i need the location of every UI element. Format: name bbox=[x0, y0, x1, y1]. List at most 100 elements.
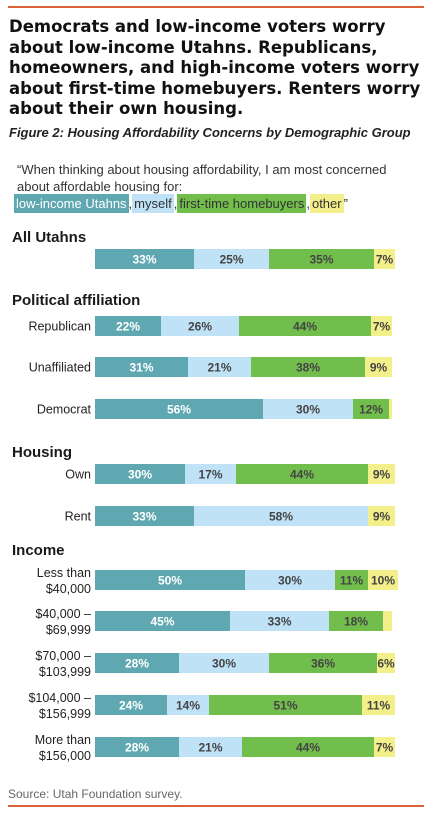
bar-segment bbox=[365, 357, 392, 377]
data-label: 50% bbox=[158, 574, 182, 588]
bar-segment bbox=[179, 653, 269, 673]
bar-segment bbox=[95, 653, 179, 673]
data-label: 33% bbox=[132, 253, 156, 267]
row-label: More than bbox=[35, 733, 91, 747]
bar-segment bbox=[194, 506, 368, 526]
row-label: Democrat bbox=[37, 403, 92, 417]
row-label: $156,999 bbox=[39, 707, 91, 721]
bar-segment bbox=[329, 611, 383, 631]
legend-item: first-time homebuyers bbox=[177, 194, 307, 213]
data-label: 14% bbox=[176, 699, 200, 713]
legend-item: other bbox=[309, 194, 344, 213]
bar-segment bbox=[245, 570, 335, 590]
bar-segment bbox=[353, 399, 389, 419]
data-label: 44% bbox=[296, 741, 320, 755]
bar-segment bbox=[389, 399, 392, 419]
bar-segment bbox=[95, 737, 179, 757]
bar-segment bbox=[209, 695, 362, 715]
bar-segment bbox=[374, 249, 395, 269]
data-label: 30% bbox=[128, 468, 152, 482]
data-label: 33% bbox=[267, 615, 291, 629]
row-label: $104,000 – bbox=[28, 691, 91, 705]
data-label: 12% bbox=[359, 403, 383, 417]
row-label: Less than bbox=[37, 566, 91, 580]
bar-segment bbox=[251, 357, 365, 377]
data-label: 17% bbox=[198, 468, 222, 482]
bar-segment bbox=[188, 357, 251, 377]
bar-segment bbox=[230, 611, 329, 631]
bar-segment bbox=[335, 570, 368, 590]
data-label: 11% bbox=[340, 574, 364, 588]
data-label: 21% bbox=[198, 741, 222, 755]
section-title: All Utahns bbox=[12, 229, 86, 246]
data-label: 35% bbox=[309, 253, 333, 267]
top-rule bbox=[8, 6, 424, 8]
row-label: $103,999 bbox=[39, 665, 91, 679]
data-label: 10% bbox=[371, 574, 395, 588]
data-label: 6% bbox=[377, 657, 395, 671]
data-label: 38% bbox=[296, 361, 320, 375]
bar-segment bbox=[95, 399, 263, 419]
data-label: 22% bbox=[116, 320, 140, 334]
data-label: 24% bbox=[119, 699, 143, 713]
data-label: 31% bbox=[129, 361, 153, 375]
row-label: $156,000 bbox=[39, 749, 91, 763]
data-label: 44% bbox=[293, 320, 317, 334]
data-label: 28% bbox=[125, 657, 149, 671]
bar-segment bbox=[179, 737, 242, 757]
data-label: 21% bbox=[207, 361, 231, 375]
section-title: Political affiliation bbox=[12, 292, 140, 309]
bar-segment bbox=[269, 653, 377, 673]
bar-segment bbox=[236, 464, 368, 484]
data-label: 9% bbox=[370, 361, 388, 375]
data-label: 7% bbox=[376, 741, 394, 755]
bar-segment bbox=[95, 249, 194, 269]
bar-segment bbox=[95, 506, 194, 526]
bar-segment bbox=[383, 611, 392, 631]
legend-item: low-income Utahns bbox=[14, 194, 129, 213]
data-label: 25% bbox=[219, 253, 243, 267]
data-label: 26% bbox=[188, 320, 212, 334]
data-label: 28% bbox=[125, 741, 149, 755]
figure-label: Figure 2: Housing Affordability Concerns… bbox=[9, 125, 411, 140]
bar-segment bbox=[269, 249, 374, 269]
bar-segment bbox=[185, 464, 236, 484]
bar-segment bbox=[362, 695, 395, 715]
bar-segment bbox=[95, 316, 161, 336]
bar-segment bbox=[161, 316, 239, 336]
source-note: Source: Utah Foundation survey. bbox=[8, 787, 183, 801]
row-label: Rent bbox=[65, 510, 92, 524]
legend: low-income Utahns, myself, first-time home… bbox=[14, 194, 348, 213]
bottom-rule bbox=[8, 805, 424, 807]
data-label: 45% bbox=[150, 615, 174, 629]
data-label: 30% bbox=[212, 657, 236, 671]
bar-segment bbox=[374, 737, 395, 757]
data-label: 18% bbox=[344, 615, 368, 629]
bar-segment bbox=[368, 570, 398, 590]
legend-separator: , bbox=[306, 196, 310, 211]
bar-segment bbox=[95, 570, 245, 590]
bar-segment bbox=[167, 695, 209, 715]
data-label: 58% bbox=[269, 510, 293, 524]
section-title: Income bbox=[12, 542, 65, 559]
legend-separator: , bbox=[173, 196, 178, 211]
data-label: 44% bbox=[290, 468, 314, 482]
row-label: $69,999 bbox=[46, 623, 91, 637]
headline: Democrats and low-income voters worry ab… bbox=[9, 17, 421, 118]
row-label: Own bbox=[65, 468, 91, 482]
data-label: 7% bbox=[376, 253, 394, 267]
data-label: 7% bbox=[373, 320, 391, 334]
row-label: $40,000 bbox=[46, 582, 91, 596]
row-label: Unaffiliated bbox=[29, 361, 91, 375]
data-label: 30% bbox=[278, 574, 302, 588]
bar-segment bbox=[95, 611, 230, 631]
legend-separator: ” bbox=[343, 196, 348, 211]
bar-segment bbox=[95, 695, 167, 715]
legend-separator: , bbox=[128, 196, 133, 211]
bar-segment bbox=[95, 357, 188, 377]
legend-item: myself bbox=[132, 194, 174, 213]
data-label: 30% bbox=[296, 403, 320, 417]
bar-segment bbox=[242, 737, 374, 757]
data-label: 9% bbox=[373, 468, 391, 482]
